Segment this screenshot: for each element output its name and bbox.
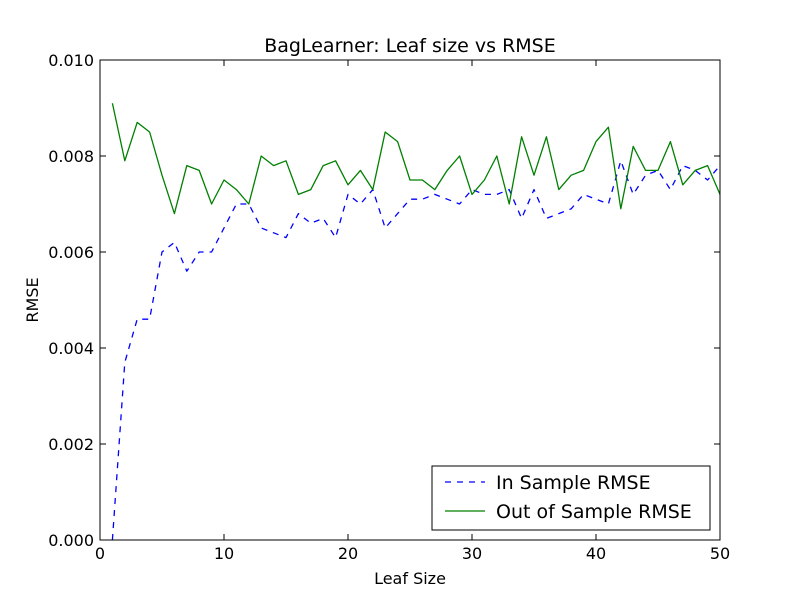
legend: In Sample RMSE Out of Sample RMSE [431,465,711,531]
legend-box [431,465,711,531]
y-tick-label: 0.008 [48,147,94,166]
x-axis-label: Leaf Size [374,569,446,588]
series-line-out-of-sample-rmse [111,103,720,215]
x-tick-label: 50 [710,544,730,563]
x-tick-label: 10 [214,544,234,563]
legend-label-in-sample: In Sample RMSE [496,472,651,494]
ticks-layer: 0 10 20 30 40 50 0.000 0.002 0.004 0.006 0.008 0.01… [48,51,730,563]
series-line-in-sample-rmse [111,160,720,540]
y-tick-label: 0.000 [48,531,94,550]
series-layer [111,103,720,540]
y-tick-label: 0.006 [48,243,94,262]
y-tick-label: 0.004 [48,339,94,358]
legend-label-out-of-sample: Out of Sample RMSE [496,501,692,523]
x-tick-label: 40 [586,544,606,563]
plot-frame [99,59,721,541]
x-tick-label: 0 [95,544,105,563]
y-axis-label: RMSE [23,277,42,322]
x-tick-label: 20 [338,544,358,563]
chart-title: BagLearner: Leaf size vs RMSE [264,35,556,57]
y-tick-label: 0.010 [48,51,94,70]
x-tick-label: 30 [462,544,482,563]
y-tick-label: 0.002 [48,435,94,454]
plot-area [100,60,720,540]
